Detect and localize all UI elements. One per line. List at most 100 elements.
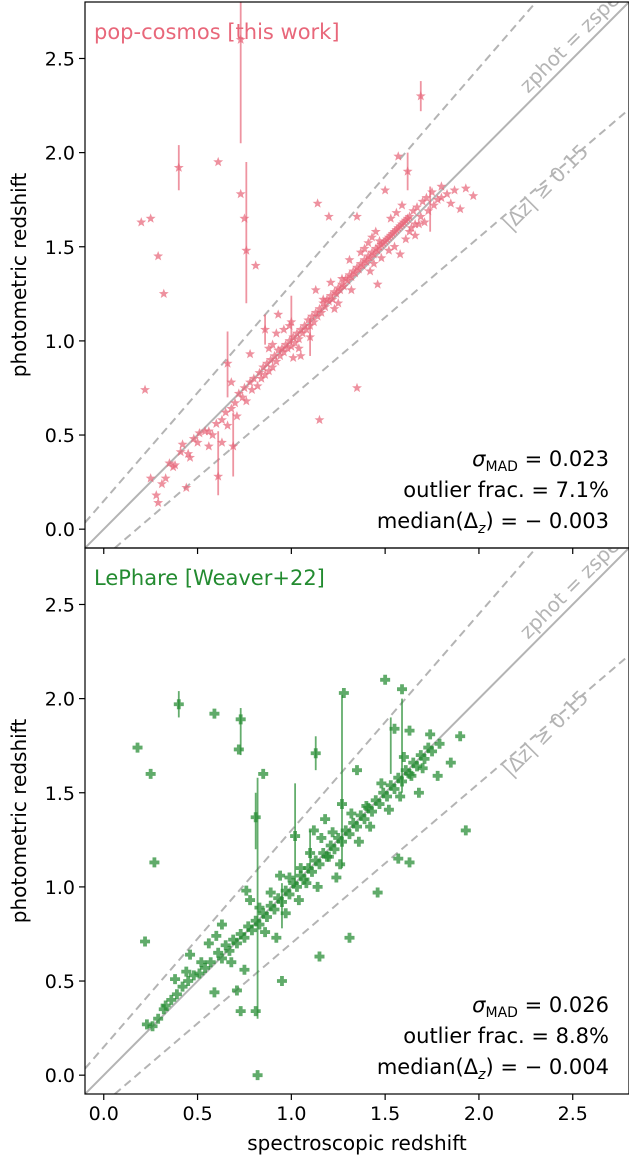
data-point (325, 840, 336, 851)
identity-line-label: zphot = zspec (515, 526, 629, 644)
data-point (415, 90, 426, 101)
data-point (423, 742, 434, 753)
data-point (353, 836, 364, 847)
data-point (348, 817, 359, 828)
data-point (368, 258, 379, 268)
y-tick-label: 1.0 (45, 331, 75, 353)
y-tick-label: 1.5 (45, 783, 75, 805)
data-point (226, 403, 237, 413)
data-point (248, 373, 259, 383)
data-point (158, 288, 169, 299)
data-point (310, 284, 321, 295)
data-point (346, 284, 357, 295)
data-point (153, 497, 164, 508)
data-point (427, 186, 437, 197)
data-point (337, 279, 347, 289)
data-point (194, 427, 205, 438)
data-point (250, 915, 261, 926)
data-point (205, 957, 216, 968)
data-point (350, 267, 361, 278)
data-point (181, 966, 192, 977)
data-point (421, 192, 432, 203)
data-point (398, 751, 409, 762)
data-point (271, 328, 282, 338)
data-point (413, 218, 424, 229)
data-point (406, 222, 417, 233)
data-point (258, 362, 269, 372)
panel-title: LePhare [Weaver+22] (94, 566, 325, 590)
y-tick-label: 2.5 (45, 48, 75, 70)
data-point (359, 254, 370, 265)
data-point (312, 311, 323, 321)
data-point (293, 333, 304, 344)
y-tick-label: 1.0 (45, 877, 75, 899)
data-point (368, 249, 379, 259)
data-point (269, 904, 280, 915)
data-point (250, 1006, 261, 1017)
data-point (209, 987, 220, 998)
data-point (400, 765, 411, 776)
data-point (348, 266, 359, 276)
data-point (402, 166, 413, 176)
x-tick-label: 0.0 (89, 1103, 119, 1125)
data-point (160, 473, 171, 483)
data-point (329, 303, 340, 314)
data-point (336, 836, 347, 847)
data-point (293, 895, 304, 906)
data-point (258, 908, 269, 919)
data-point (233, 744, 244, 755)
data-point (288, 878, 299, 889)
data-point (271, 356, 282, 366)
data-point (290, 337, 301, 347)
data-point (365, 821, 376, 832)
data-point (252, 380, 263, 391)
data-point (442, 188, 452, 199)
data-point (263, 343, 274, 353)
data-point (329, 286, 340, 297)
data-point (235, 34, 246, 44)
data-point (383, 804, 394, 815)
data-point (280, 908, 291, 919)
data-point (286, 316, 297, 327)
data-point (352, 765, 362, 776)
data-point (455, 203, 466, 214)
outlier-lower-line (113, 108, 629, 548)
data-point (196, 957, 207, 968)
data-point (344, 254, 355, 265)
data-point (393, 151, 404, 161)
data-point (147, 1021, 158, 1032)
data-point (237, 392, 248, 402)
y-tick-label: 2.5 (45, 594, 75, 616)
data-point (188, 433, 199, 444)
data-point (213, 947, 224, 958)
stats-line: outlier frac. = 7.1% (403, 478, 609, 502)
data-point (355, 247, 366, 257)
data-point (235, 188, 246, 199)
y-tick-label: 0.0 (45, 1065, 75, 1087)
stats-line: median(Δz) = − 0.004 (377, 1055, 609, 1083)
data-point (367, 232, 377, 242)
data-point (355, 810, 366, 821)
data-point (307, 311, 317, 321)
data-point (327, 294, 338, 304)
data-point (306, 866, 317, 877)
data-point (140, 384, 150, 395)
data-point (415, 211, 426, 221)
data-point (232, 411, 242, 421)
data-point (340, 273, 351, 283)
outlier-upper-line (85, 548, 538, 1070)
data-point (261, 912, 272, 923)
panel-lephare: zphot = zspec |Δz| ≥ 0.15 0.0 0.5 1.0 1.5 2.0 2… (7, 526, 629, 1125)
data-point (136, 217, 147, 227)
data-point (389, 241, 400, 251)
data-point (241, 395, 252, 406)
data-point (370, 226, 381, 236)
data-point (314, 303, 325, 314)
data-point (333, 832, 344, 843)
data-point (380, 185, 391, 195)
data-point (417, 763, 428, 774)
data-point (276, 896, 287, 907)
x-axis-label: spectroscopic redshift (247, 1131, 467, 1155)
data-point (203, 426, 214, 436)
